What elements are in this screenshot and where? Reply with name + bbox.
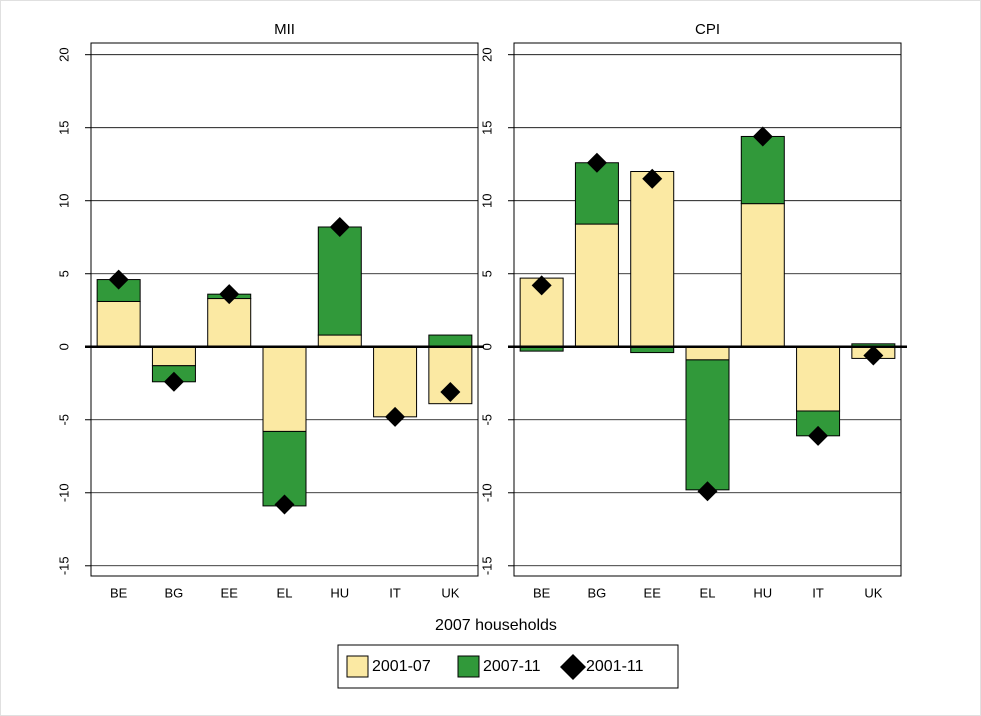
x-tick-label: UK <box>441 585 459 600</box>
total-marker <box>163 371 184 392</box>
panel-title: MII <box>274 21 295 38</box>
x-tick-label: UK <box>864 585 882 600</box>
x-tick-label: EE <box>221 585 239 600</box>
bar-segment <box>630 171 675 348</box>
y-tick-label: 0 <box>479 343 494 350</box>
bar-segment <box>796 346 841 412</box>
bar-segment <box>317 334 362 348</box>
x-tick-label: BG <box>588 585 607 600</box>
legend-swatch <box>457 655 480 678</box>
bar-segment <box>740 203 785 348</box>
x-axis-label: 2007 households <box>435 617 557 634</box>
total-marker <box>697 481 718 502</box>
bar-segment <box>574 162 619 225</box>
total-marker <box>752 126 773 147</box>
total-marker <box>385 406 406 427</box>
y-tick-label: 0 <box>56 343 71 350</box>
legend-label: 2001-11 <box>586 658 644 675</box>
y-tick-label: 10 <box>56 193 71 207</box>
total-marker <box>808 425 829 446</box>
y-tick-label: -5 <box>479 414 494 426</box>
bar-segment <box>96 300 141 348</box>
bar-segment <box>685 346 730 361</box>
bar-segment <box>574 223 619 348</box>
y-tick-label: 20 <box>56 47 71 61</box>
legend-swatch <box>346 655 369 678</box>
y-tick-label: -10 <box>479 483 494 502</box>
x-tick-label: IT <box>812 585 824 600</box>
legend-marker <box>560 654 586 680</box>
y-tick-label: -15 <box>479 556 494 575</box>
x-tick-label: HU <box>753 585 772 600</box>
y-tick-label: 10 <box>479 193 494 207</box>
x-tick-label: BE <box>533 585 551 600</box>
total-marker <box>108 269 129 290</box>
x-tick-label: IT <box>389 585 401 600</box>
bar-segment <box>373 346 418 418</box>
total-marker <box>274 494 295 515</box>
bar-segment <box>207 298 252 348</box>
x-tick-label: EE <box>644 585 662 600</box>
bar-segment <box>428 334 473 348</box>
y-tick-label: 15 <box>479 120 494 134</box>
x-tick-label: BG <box>165 585 184 600</box>
total-marker <box>440 382 461 403</box>
total-marker <box>586 152 607 173</box>
x-tick-label: EL <box>277 585 293 600</box>
x-tick-label: BE <box>110 585 128 600</box>
bar-segment <box>685 359 730 491</box>
y-tick-label: 20 <box>479 47 494 61</box>
x-tick-label: EL <box>700 585 716 600</box>
panel-title: CPI <box>695 21 720 38</box>
bar-segment <box>151 346 196 367</box>
y-tick-label: 5 <box>479 270 494 277</box>
total-marker <box>531 275 552 296</box>
y-tick-label: 15 <box>56 120 71 134</box>
total-marker <box>329 216 350 237</box>
bar-segment <box>262 346 307 432</box>
y-tick-label: 5 <box>56 270 71 277</box>
x-tick-label: HU <box>330 585 349 600</box>
total-marker <box>863 345 884 366</box>
y-tick-label: -15 <box>56 556 71 575</box>
total-marker <box>219 284 240 305</box>
legend-box <box>337 644 679 689</box>
y-tick-label: -10 <box>56 483 71 502</box>
total-marker <box>642 168 663 189</box>
bar-segment <box>317 226 362 336</box>
bar-segment <box>740 135 785 205</box>
legend-label: 2007-11 <box>483 658 541 675</box>
bar-segment <box>428 346 473 405</box>
legend-label: 2001-07 <box>372 658 431 675</box>
y-tick-label: -5 <box>56 414 71 426</box>
